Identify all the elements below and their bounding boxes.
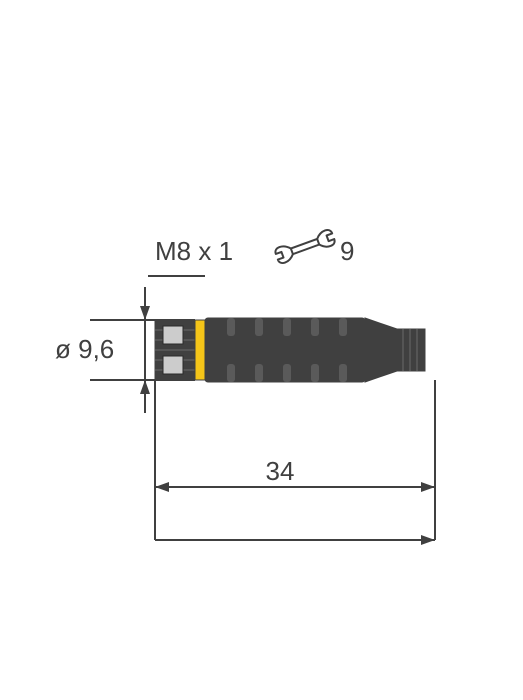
cable-tail — [397, 329, 425, 371]
pin-window-top — [163, 326, 183, 344]
technical-drawing: ø 9,6 34 M8 x 1 9 — [0, 0, 523, 700]
wrench-size-label: 9 — [340, 236, 354, 266]
diameter-label: ø 9,6 — [55, 334, 114, 364]
thread-label: M8 x 1 — [155, 236, 233, 266]
wrench-icon — [274, 229, 336, 265]
pin-window-bottom — [163, 356, 183, 374]
taper — [365, 318, 397, 382]
yellow-ring — [195, 320, 205, 380]
length-label: 34 — [266, 456, 295, 486]
